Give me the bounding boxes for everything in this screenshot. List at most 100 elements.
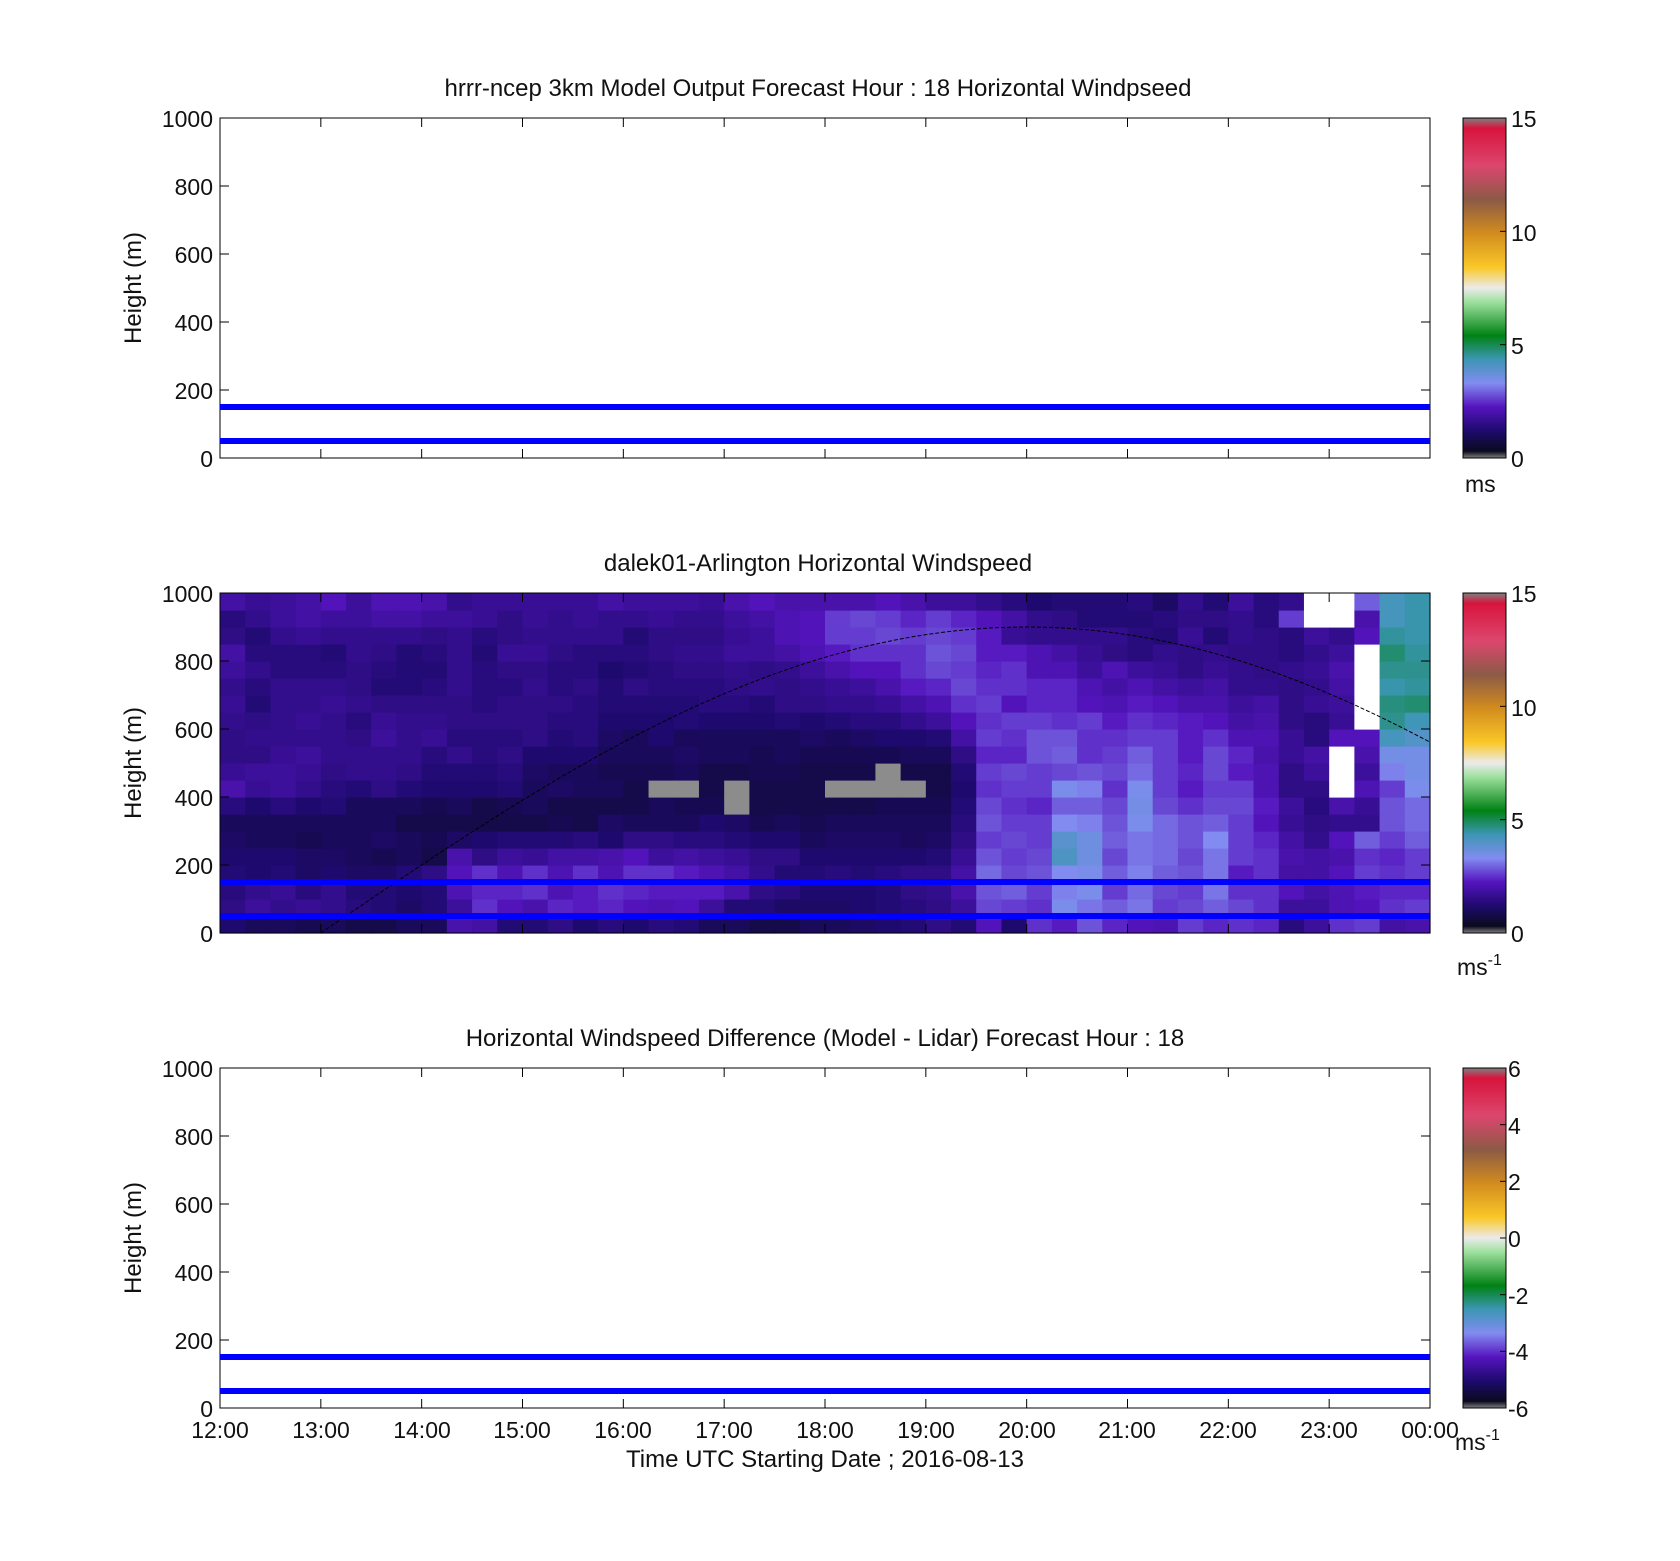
heatmap-cell: [295, 899, 322, 917]
heatmap-cell: [1127, 678, 1154, 696]
heatmap-cell: [799, 746, 826, 764]
heatmap-cell: [799, 644, 826, 662]
heatmap-cell: [547, 780, 574, 798]
heatmap-cell: [1102, 848, 1129, 866]
heatmap-cell: [497, 593, 524, 611]
heatmap-cell: [396, 797, 423, 815]
heatmap-cell: [320, 780, 347, 798]
heatmap-cell: [749, 763, 776, 781]
heatmap-cell: [472, 746, 498, 764]
heatmap-cell: [724, 831, 750, 849]
heatmap-cell: [1026, 644, 1053, 662]
heatmap-cell: [1152, 746, 1179, 764]
heatmap-cell: [825, 848, 851, 866]
heatmap-cell: [245, 865, 272, 883]
heatmap-cell: [1152, 644, 1179, 662]
heatmap-cell: [825, 865, 851, 883]
heatmap-cell: [1026, 882, 1053, 900]
heatmap-cell: [220, 746, 246, 764]
heatmap-cell: [1253, 899, 1280, 917]
heatmap-cell: [1354, 627, 1381, 645]
colorbar-tick-label: -6: [1508, 1396, 1528, 1422]
heatmap-cell: [346, 831, 372, 849]
heatmap-cell: [1303, 780, 1330, 798]
heatmap-cell: [774, 695, 801, 713]
heatmap-cell: [421, 916, 448, 934]
heatmap-cell: [1253, 848, 1280, 866]
heatmap-cell: [346, 814, 372, 832]
heatmap-cell: [951, 916, 977, 934]
heatmap-cell: [774, 780, 801, 798]
heatmap-cell: [1051, 780, 1078, 798]
heatmap-cell: [1379, 627, 1406, 645]
heatmap-cell: [673, 831, 700, 849]
heatmap-cell: [1379, 661, 1406, 679]
heatmap-cell: [850, 763, 877, 781]
heatmap-cell: [1001, 899, 1028, 917]
heatmap-cell: [1001, 882, 1028, 900]
heatmap-cell: [749, 865, 776, 883]
heatmap-cell: [648, 780, 675, 798]
heatmap-cell: [648, 661, 675, 679]
heatmap-cell: [1303, 661, 1330, 679]
heatmap-cell: [673, 814, 700, 832]
y-tick-label: 1000: [162, 581, 213, 607]
heatmap-cell: [220, 780, 246, 798]
heatmap-cell: [598, 763, 624, 781]
heatmap-cell: [1152, 610, 1179, 628]
heatmap-cell: [1001, 644, 1028, 662]
panel-1-y-ticks: 0 200 400 600 800 1000: [162, 106, 213, 472]
colorbar-tick-label: 10: [1511, 220, 1537, 246]
heatmap-cell: [825, 695, 851, 713]
heatmap-cell: [1203, 678, 1229, 696]
heatmap-cell: [1152, 797, 1179, 815]
heatmap-cell: [951, 814, 977, 832]
heatmap-cell: [346, 882, 372, 900]
heatmap-cell: [1102, 882, 1129, 900]
heatmap-cell: [1177, 831, 1204, 849]
heatmap-cell: [1102, 899, 1129, 917]
heatmap-cell: [1077, 831, 1103, 849]
heatmap-cell: [1177, 882, 1204, 900]
heatmap-cell: [446, 661, 473, 679]
heatmap-cell: [421, 729, 448, 747]
heatmap-cell: [900, 882, 927, 900]
heatmap-cell: [976, 729, 1003, 747]
heatmap-cell: [724, 763, 750, 781]
panel-3-colorbar-gradient: [1462, 1067, 1507, 1409]
heatmap-cell: [875, 729, 902, 747]
heatmap-cell: [371, 644, 398, 662]
heatmap-cell: [421, 899, 448, 917]
heatmap-cell: [320, 899, 347, 917]
heatmap-cell: [1127, 831, 1154, 849]
heatmap-cell: [1303, 797, 1330, 815]
heatmap-cell: [1354, 695, 1381, 713]
heatmap-cell: [371, 593, 398, 611]
heatmap-cell: [1354, 899, 1381, 917]
heatmap-cell: [1127, 899, 1154, 917]
heatmap-cell: [220, 695, 246, 713]
heatmap-cell: [799, 848, 826, 866]
heatmap-cell: [396, 899, 423, 917]
heatmap-cell: [1001, 780, 1028, 798]
heatmap-cell: [1228, 644, 1255, 662]
heatmap-cell: [698, 695, 725, 713]
heatmap-cell: [774, 865, 801, 883]
heatmap-cell: [1077, 763, 1103, 781]
heatmap-cell: [1303, 814, 1330, 832]
heatmap-cell: [673, 865, 700, 883]
heatmap-cell: [1077, 848, 1103, 866]
heatmap-cell: [825, 729, 851, 747]
heatmap-cell: [270, 797, 297, 815]
heatmap-cell: [1354, 593, 1381, 611]
heatmap-cell: [472, 780, 498, 798]
heatmap-cell: [724, 882, 750, 900]
heatmap-cell: [572, 593, 599, 611]
heatmap-cell: [1253, 644, 1280, 662]
heatmap-cell: [1329, 814, 1355, 832]
heatmap-cell: [472, 916, 498, 934]
heatmap-cell: [220, 661, 246, 679]
heatmap-cell: [547, 610, 574, 628]
panel-2-colorbar-unit: ms-1: [1457, 952, 1502, 980]
heatmap-cell: [900, 610, 927, 628]
